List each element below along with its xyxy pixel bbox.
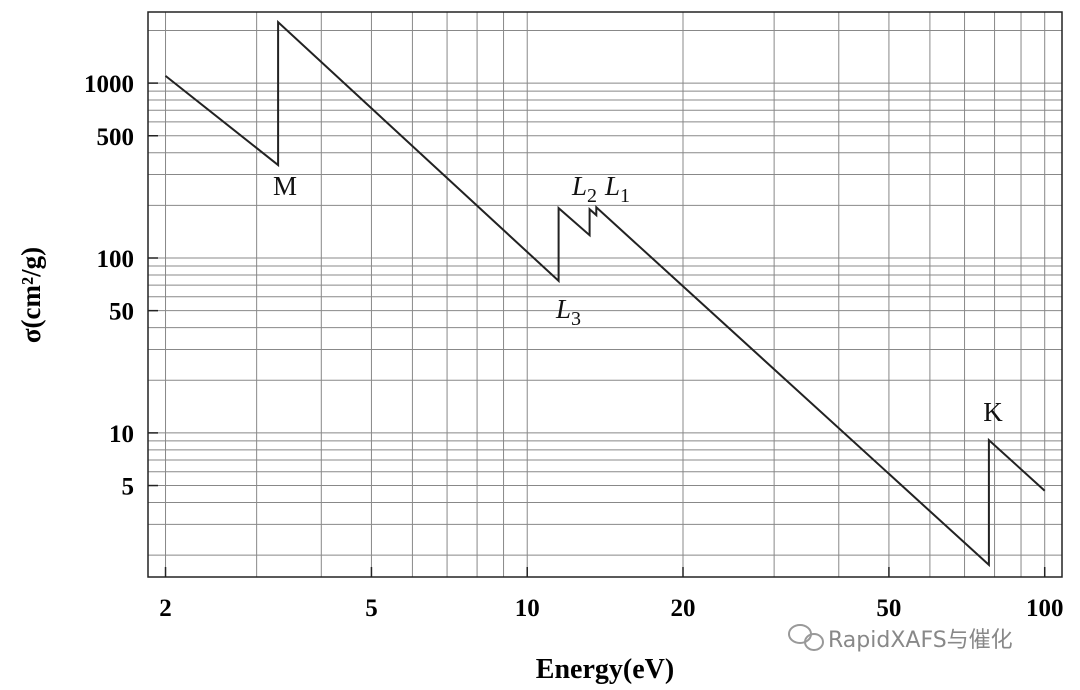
annotation: M [273,171,297,201]
annotation: L2 [571,171,597,207]
x-tick-label: 2 [159,595,172,622]
annotation: K [983,397,1003,427]
watermark: RapidXAFS与催化 [828,628,1013,653]
x-axis-title: Energy(eV) [536,654,674,685]
annotation-subscript: 1 [620,185,630,207]
x-tick-label: 20 [671,595,696,622]
y-tick-label: 100 [97,246,135,273]
annotation: L3 [555,294,581,330]
x-tick-label: 50 [876,595,901,622]
annotation-text: L [555,294,571,324]
y-tick-label: 1000 [84,71,134,98]
y-tick-label: 5 [122,474,135,501]
y-tick-label: 500 [97,124,135,151]
watermark-icon [788,624,824,651]
x-tick-label: 5 [365,595,378,622]
annotation-subscript: 2 [587,185,597,207]
annotation-text: L [604,171,620,201]
annotation-text: K [983,397,1003,427]
data-line [164,19,1046,568]
y-axis-title: σ(cm²/g) [16,247,46,343]
x-tick-label: 100 [1026,595,1064,622]
annotation-text: M [273,171,297,201]
annotation: L1 [604,171,630,207]
annotation-subscript: 3 [571,308,581,330]
y-tick-label: 50 [109,299,134,326]
x-tick-label: 10 [515,595,540,622]
plot-frame [147,11,1063,578]
y-tick-label: 10 [109,421,134,448]
annotation-text: L [571,171,587,201]
